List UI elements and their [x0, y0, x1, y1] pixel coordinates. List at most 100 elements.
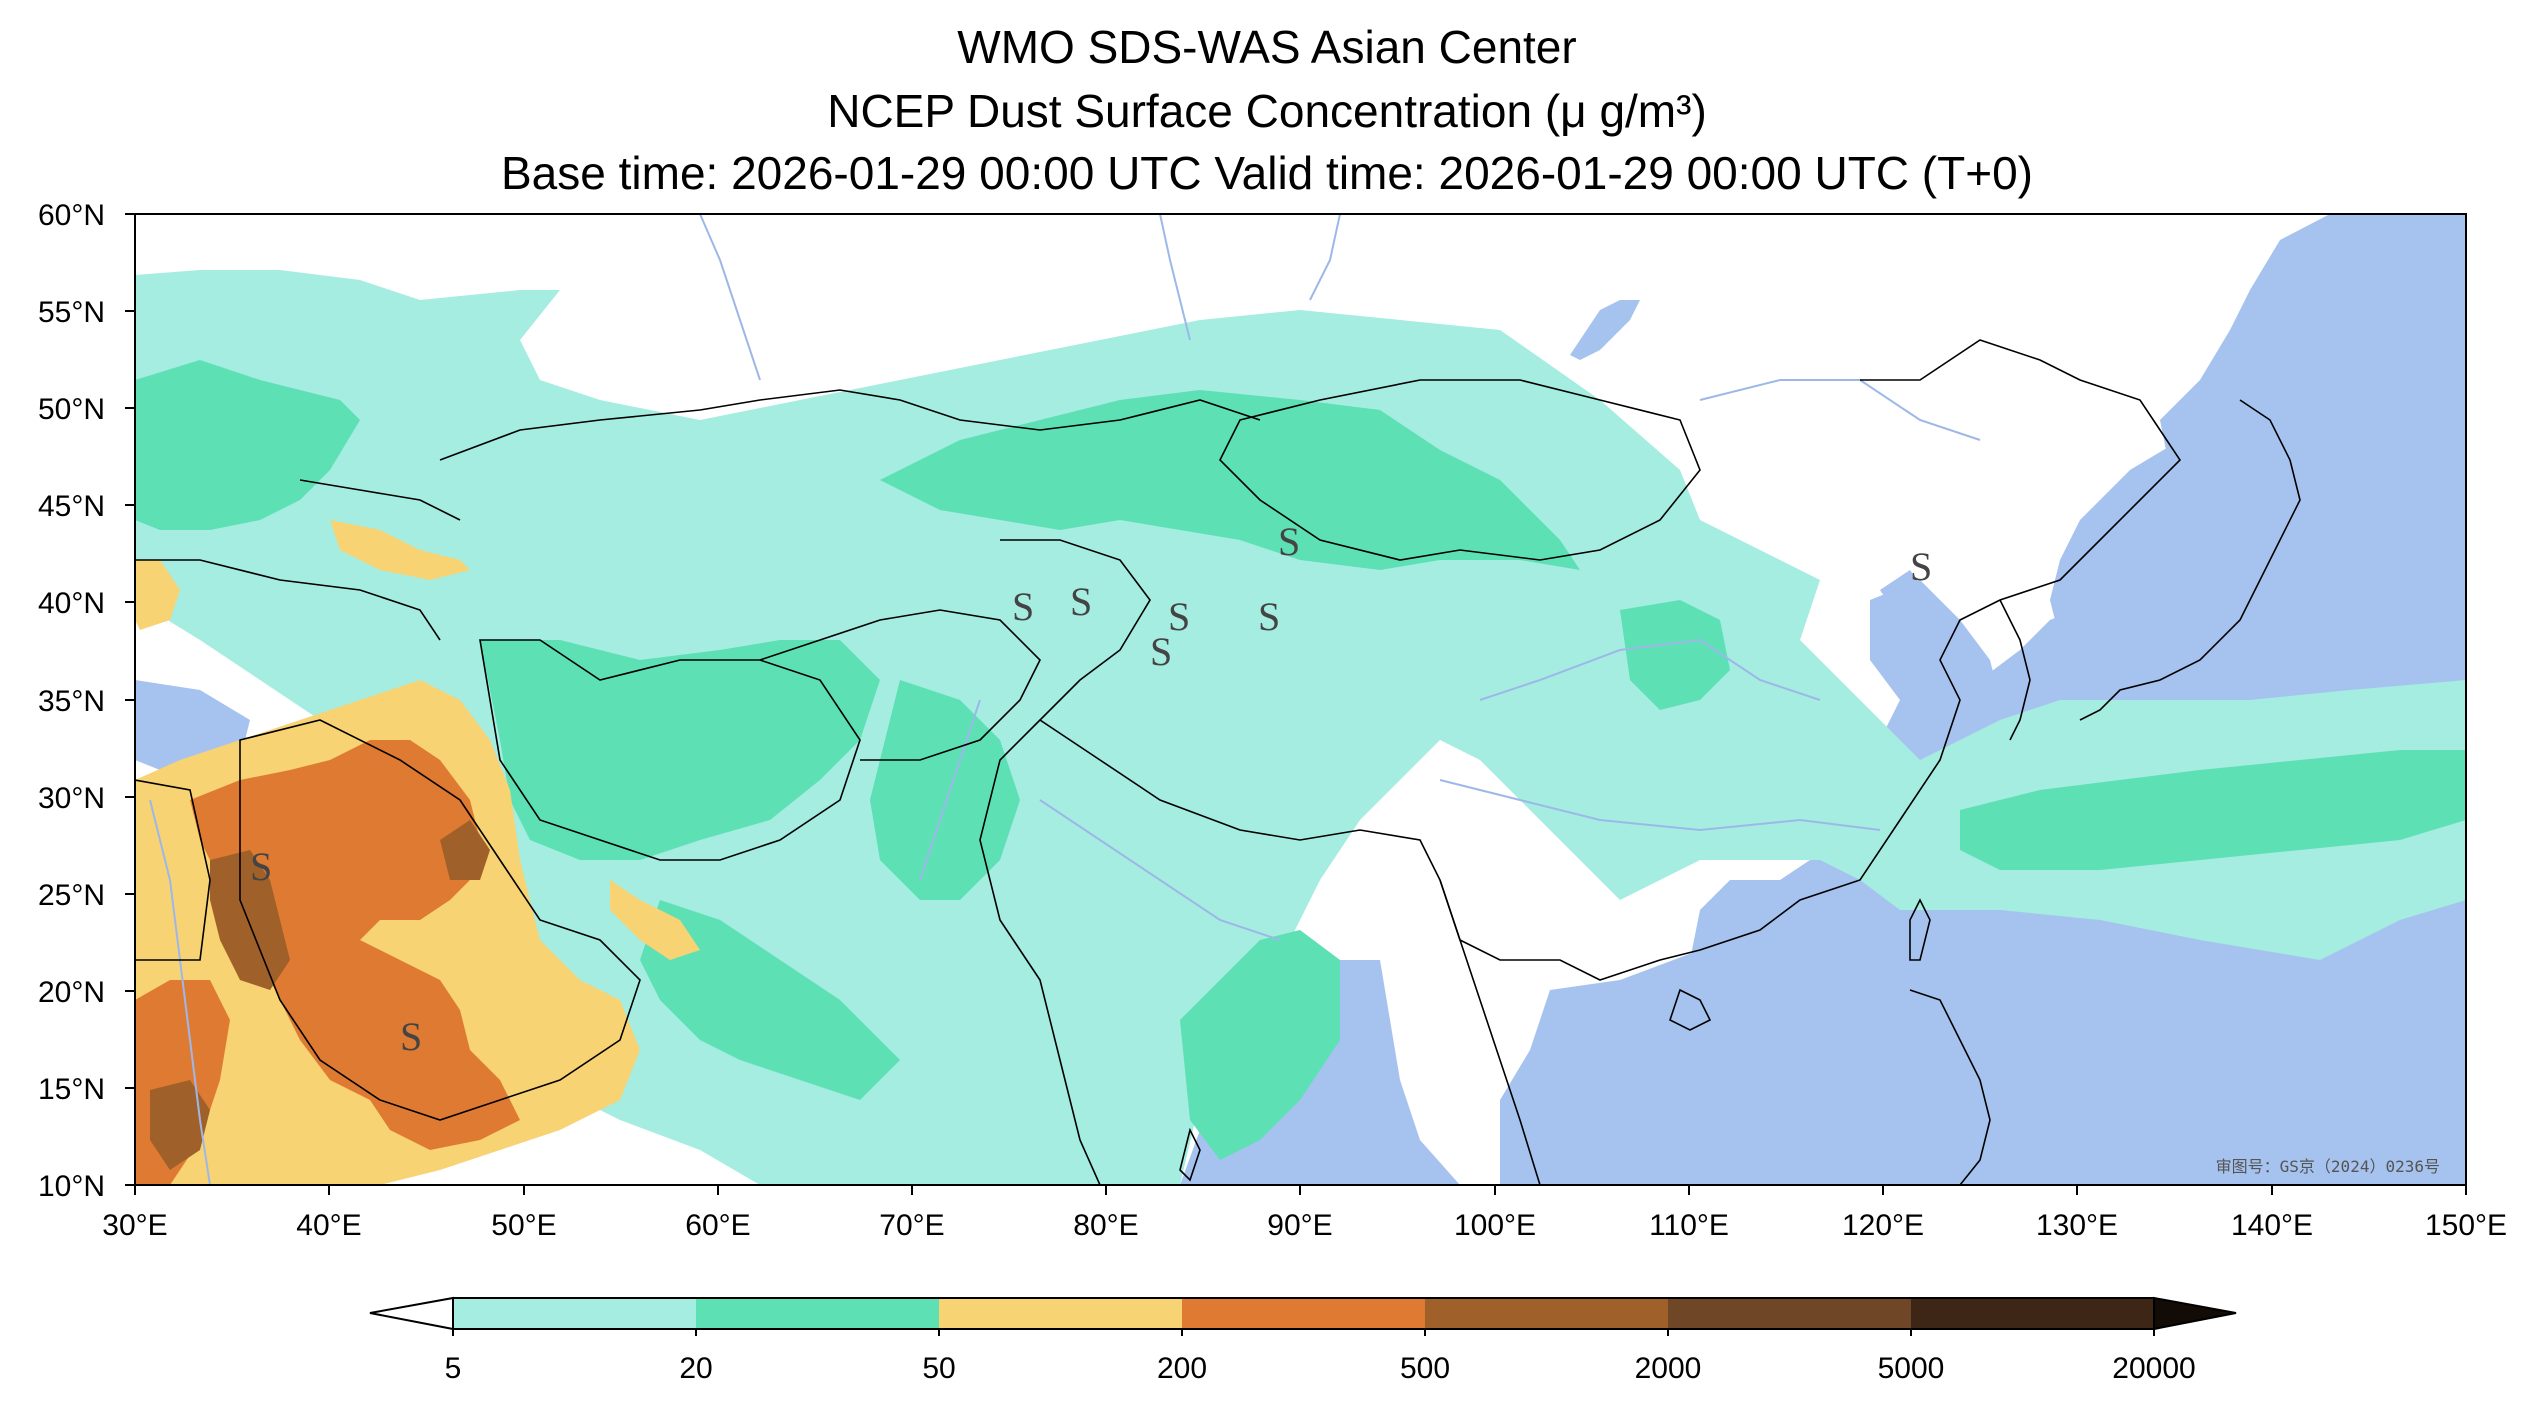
dust-level-2-kazakh: [880, 390, 1580, 570]
dust-level-2-ordos: [1620, 600, 1730, 710]
x-tick-label: 30°E: [102, 1209, 167, 1242]
colorbar-bin: [939, 1298, 1182, 1329]
y-tick: 55°N: [38, 296, 135, 329]
border-china: [1000, 339, 2182, 981]
storm-marker: S: [1278, 519, 1300, 564]
border-india: [979, 719, 1101, 1185]
border-caucasus: [299, 479, 461, 521]
x-tick-label: 100°E: [1454, 1209, 1536, 1242]
y-tick: 25°N: [38, 879, 135, 912]
y-tick-label: 20°N: [38, 976, 105, 1009]
map-watermark: 审图号：GS京（2024）0236号: [2216, 1157, 2440, 1176]
coast-japan: [2079, 399, 2301, 721]
x-tick-label: 40°E: [296, 1209, 361, 1242]
dust-level-2-iran: [480, 640, 880, 860]
dust-level-3-turkey: [135, 560, 180, 630]
colorbar-label: 5000: [1878, 1352, 1945, 1385]
storm-marker: S: [1012, 584, 1034, 629]
colorbar: 5 20 50 200 500 2000 5000 20000: [369, 1296, 2237, 1385]
y-tick: 60°N: [38, 199, 135, 232]
colorbar-label: 500: [1400, 1352, 1450, 1385]
colorbar-label: 20000: [2112, 1352, 2195, 1385]
x-tick-label: 110°E: [1649, 1209, 1729, 1242]
colorbar-bin: [1425, 1298, 1668, 1329]
storm-markers: S S S S S S S S S: [250, 519, 1932, 1059]
storm-marker: S: [1910, 544, 1932, 589]
x-tick: 140°E: [2231, 1185, 2313, 1242]
y-tick-label: 40°N: [38, 587, 105, 620]
x-axis: 30°E 40°E 50°E 60°E 70°E 80°E 90°E 100°E…: [102, 1185, 2507, 1242]
y-tick: 10°N: [38, 1170, 135, 1203]
y-tick-label: 55°N: [38, 296, 105, 329]
border-mongolia: [1219, 379, 1701, 561]
dust-level-4-saudi: [190, 740, 520, 1150]
border-russia-kazakhstan: [439, 389, 1261, 461]
dust-level-5: [150, 820, 490, 1170]
x-tick: 80°E: [1073, 1185, 1139, 1242]
coast-hainan: [1669, 988, 1712, 1031]
storm-marker: S: [400, 1014, 422, 1059]
dust-level-2: [135, 360, 2466, 1160]
bohai-sea: [1880, 570, 1930, 620]
x-tick-label: 70°E: [879, 1209, 944, 1242]
river-yangtze: [1439, 779, 1881, 832]
y-tick-label: 15°N: [38, 1073, 105, 1106]
river-ganges: [1039, 799, 1281, 941]
y-tick: 35°N: [38, 685, 135, 718]
y-tick-label: 35°N: [38, 685, 105, 718]
south-china-sea: [1500, 940, 1820, 1185]
dust-level-5-arabia: [210, 850, 290, 990]
river-ob: [699, 214, 761, 381]
y-tick: 45°N: [38, 490, 135, 523]
colorbar-bins: [453, 1298, 2154, 1329]
y-tick-label: 25°N: [38, 879, 105, 912]
colorbar-bin: [1911, 1298, 2154, 1329]
x-tick-label: 90°E: [1267, 1209, 1332, 1242]
border-saudi: [239, 719, 641, 1121]
x-tick-label: 50°E: [491, 1209, 556, 1242]
colorbar-bin: [1182, 1298, 1425, 1329]
river-nile: [149, 799, 211, 1185]
coast-sri-lanka: [1179, 1127, 1201, 1182]
x-tick-label: 80°E: [1073, 1209, 1138, 1242]
map-area: S S S S S S S S S 审图号：GS京（2024）0236号: [135, 214, 2466, 1185]
y-tick-label: 45°N: [38, 490, 105, 523]
y-tick-label: 10°N: [38, 1170, 105, 1203]
x-tick-label: 150°E: [2425, 1209, 2507, 1242]
sea-of-japan: [2050, 400, 2300, 660]
river-lena: [1309, 214, 1341, 301]
colorbar-bin: [453, 1298, 696, 1329]
colorbar-label: 200: [1157, 1352, 1207, 1385]
title-line-1: WMO SDS-WAS Asian Center: [957, 21, 1577, 73]
x-tick: 90°E: [1267, 1185, 1333, 1242]
country-borders: [135, 339, 2182, 1185]
border-iran: [479, 639, 861, 861]
border-korea: [1999, 599, 2031, 741]
y-tick-label: 30°N: [38, 782, 105, 815]
river-yellow: [1479, 638, 1821, 701]
colorbar-bin: [1668, 1298, 1911, 1329]
title-line-2: NCEP Dust Surface Concentration (μ g/m³): [827, 85, 1707, 137]
storm-marker: S: [250, 844, 272, 889]
border-afghanistan: [759, 609, 1041, 761]
y-tick: 50°N: [38, 393, 135, 426]
border-turkey: [135, 559, 441, 641]
yellow-sea: [1870, 580, 2000, 770]
colorbar-labels: 5 20 50 200 500 2000 5000 20000: [445, 1329, 2196, 1385]
coast-philippines: [1909, 989, 1991, 1185]
colorbar-frame: [452, 1297, 2155, 1330]
dust-level-3-caucasus: [330, 520, 470, 580]
x-tick: 60°E: [685, 1185, 751, 1242]
x-tick-label: 130°E: [2036, 1209, 2118, 1242]
x-tick-label: 60°E: [685, 1209, 750, 1242]
colorbar-bin: [696, 1298, 939, 1329]
storm-marker: S: [1150, 629, 1172, 674]
colorbar-extend-high: [2153, 1296, 2237, 1331]
y-tick-label: 60°N: [38, 199, 105, 232]
baikal-lake: [1570, 300, 1640, 360]
dust-level-2-pakistan: [870, 680, 1020, 900]
colorbar-label: 2000: [1635, 1352, 1702, 1385]
dust-level-2-arabian-sea: [640, 900, 900, 1100]
coast-taiwan: [1909, 898, 1931, 961]
